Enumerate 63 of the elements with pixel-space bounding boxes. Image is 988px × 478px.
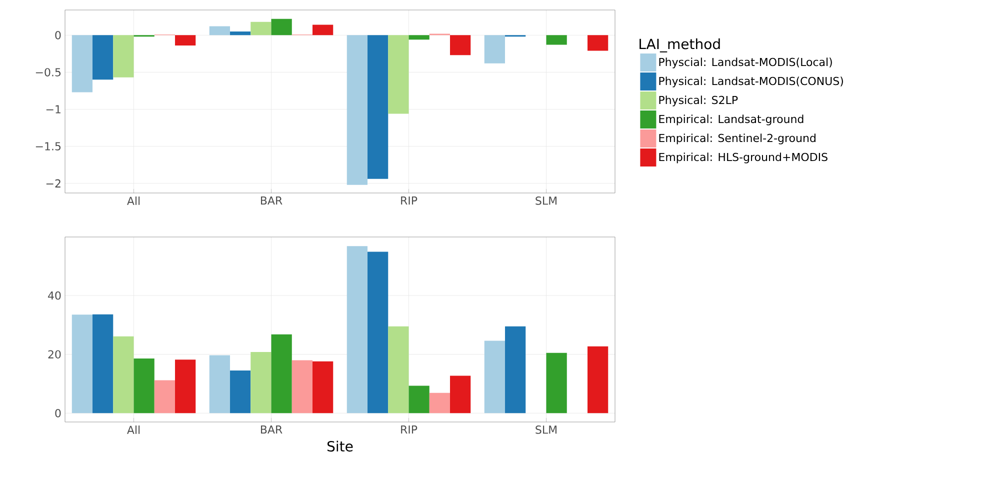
bar — [209, 26, 230, 36]
y-tick-label: −0.5 — [36, 68, 61, 76]
bar — [484, 35, 506, 64]
bar — [92, 35, 114, 80]
x-tick-label: SLM — [536, 426, 556, 434]
bar — [388, 326, 409, 414]
y-tick-label: 0 — [55, 409, 61, 418]
bar — [154, 380, 176, 414]
bar — [271, 334, 292, 414]
legend-label: Physical: Landsat-MODIS(CONUS) — [659, 76, 843, 88]
legend-title: LAI_method — [640, 38, 720, 52]
bar — [230, 370, 251, 414]
bar — [209, 355, 230, 414]
bar — [546, 35, 567, 45]
bar — [230, 31, 251, 36]
bar — [588, 35, 608, 51]
bar — [484, 340, 506, 414]
bar — [368, 35, 388, 179]
bar — [450, 35, 471, 56]
bar — [346, 35, 368, 185]
legend-label: Physcial: Landsat-MODIS(Local) — [659, 58, 832, 68]
bar — [546, 352, 567, 414]
bar — [408, 386, 430, 414]
x-tick-label: BAR — [260, 426, 282, 434]
bar — [312, 361, 334, 414]
legend-label: Empirical: Sentinel-2-ground — [659, 134, 816, 144]
bar — [505, 326, 526, 414]
bar — [175, 360, 196, 414]
x-axis-title: Site — [327, 440, 353, 452]
bar — [72, 35, 93, 92]
bar — [368, 252, 388, 414]
y-tick-label: 0 — [55, 31, 61, 40]
bar — [346, 246, 368, 414]
y-tick-label: −1.5 — [36, 142, 61, 150]
x-tick-label: RIP — [401, 426, 418, 434]
bar — [408, 35, 430, 40]
bar — [450, 376, 471, 414]
bar — [588, 346, 608, 414]
bar — [92, 314, 114, 414]
bar — [113, 35, 134, 78]
x-tick-label: RIP — [401, 196, 418, 205]
y-tick-label: −1 — [46, 105, 60, 114]
bar — [312, 24, 334, 36]
x-tick-label: All — [127, 196, 140, 205]
legend-label: Physical: S2LP — [659, 96, 738, 106]
bar — [175, 35, 196, 46]
legend-label: Empirical: HLS-ground+MODIS — [659, 152, 828, 164]
bar — [388, 35, 409, 114]
y-tick-label: 40 — [48, 291, 61, 300]
bar — [113, 336, 134, 414]
x-tick-label: SLM — [536, 196, 556, 205]
x-tick-label: All — [127, 426, 140, 434]
bar — [429, 392, 450, 414]
y-tick-label: −2 — [46, 179, 60, 188]
y-tick-label: 20 — [48, 350, 61, 358]
bar — [292, 360, 313, 414]
bar — [250, 22, 272, 36]
bar — [134, 358, 154, 414]
bar — [72, 314, 93, 414]
bar — [250, 352, 272, 414]
x-tick-label: BAR — [260, 196, 282, 205]
legend-label: Empirical: Landsat-ground — [659, 114, 804, 126]
bar — [271, 18, 292, 36]
